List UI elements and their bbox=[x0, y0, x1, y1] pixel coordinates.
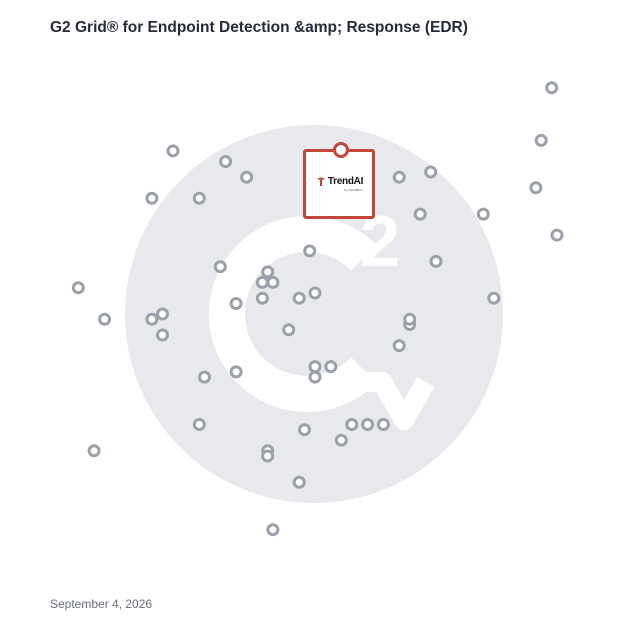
data-point[interactable] bbox=[192, 191, 206, 205]
data-point[interactable] bbox=[529, 181, 543, 195]
data-point[interactable] bbox=[292, 291, 306, 305]
data-point[interactable] bbox=[424, 165, 438, 179]
data-point[interactable] bbox=[98, 312, 112, 326]
highlighted-vendor-pin bbox=[333, 142, 349, 158]
data-point[interactable] bbox=[324, 360, 338, 374]
data-point[interactable] bbox=[266, 523, 280, 537]
data-point[interactable] bbox=[308, 360, 322, 374]
data-point[interactable] bbox=[303, 244, 317, 258]
data-point[interactable] bbox=[308, 286, 322, 300]
data-point[interactable] bbox=[229, 365, 243, 379]
data-point[interactable] bbox=[392, 170, 406, 184]
data-point[interactable] bbox=[71, 281, 85, 295]
trendai-logo: TrendAI by TrendMicro bbox=[315, 176, 363, 192]
data-point[interactable] bbox=[156, 307, 169, 321]
data-point[interactable] bbox=[229, 297, 243, 310]
data-point[interactable] bbox=[476, 207, 490, 221]
data-point[interactable] bbox=[376, 418, 390, 431]
data-point[interactable] bbox=[266, 275, 280, 289]
data-point[interactable] bbox=[261, 449, 275, 463]
data-point[interactable] bbox=[213, 260, 227, 274]
highlighted-vendor-card[interactable]: TrendAI by TrendMicro bbox=[303, 149, 375, 219]
chart-title: G2 Grid® for Endpoint Detection &amp; Re… bbox=[50, 19, 468, 36]
data-point[interactable] bbox=[545, 81, 559, 95]
data-point[interactable] bbox=[255, 291, 269, 305]
data-point[interactable] bbox=[166, 144, 180, 158]
data-point[interactable] bbox=[282, 323, 296, 337]
vendor-name: TrendAI bbox=[327, 176, 364, 187]
data-point[interactable] bbox=[413, 207, 427, 221]
data-point[interactable] bbox=[219, 155, 233, 168]
data-point[interactable] bbox=[156, 328, 169, 342]
data-point[interactable] bbox=[403, 312, 417, 326]
data-point[interactable] bbox=[87, 444, 101, 458]
data-point[interactable] bbox=[145, 191, 159, 205]
data-point[interactable] bbox=[429, 254, 443, 268]
data-point[interactable] bbox=[534, 133, 548, 147]
trendai-logo-icon bbox=[316, 177, 325, 186]
data-point[interactable] bbox=[550, 228, 564, 242]
data-point[interactable] bbox=[261, 265, 275, 279]
report-date: September 4, 2026 bbox=[50, 597, 153, 611]
data-point[interactable] bbox=[308, 370, 322, 384]
data-point[interactable] bbox=[487, 291, 501, 305]
data-point[interactable] bbox=[240, 170, 254, 184]
data-point[interactable] bbox=[392, 339, 406, 353]
data-point[interactable] bbox=[345, 418, 359, 431]
data-point[interactable] bbox=[255, 275, 269, 289]
data-point[interactable] bbox=[292, 475, 306, 489]
data-points bbox=[71, 81, 564, 537]
data-point[interactable] bbox=[198, 370, 211, 384]
data-point[interactable] bbox=[361, 418, 375, 431]
data-point[interactable] bbox=[192, 418, 206, 431]
data-point[interactable] bbox=[298, 423, 311, 437]
data-point[interactable] bbox=[145, 312, 159, 326]
vendor-tagline: by TrendMicro bbox=[344, 188, 364, 192]
data-point[interactable] bbox=[334, 433, 348, 447]
